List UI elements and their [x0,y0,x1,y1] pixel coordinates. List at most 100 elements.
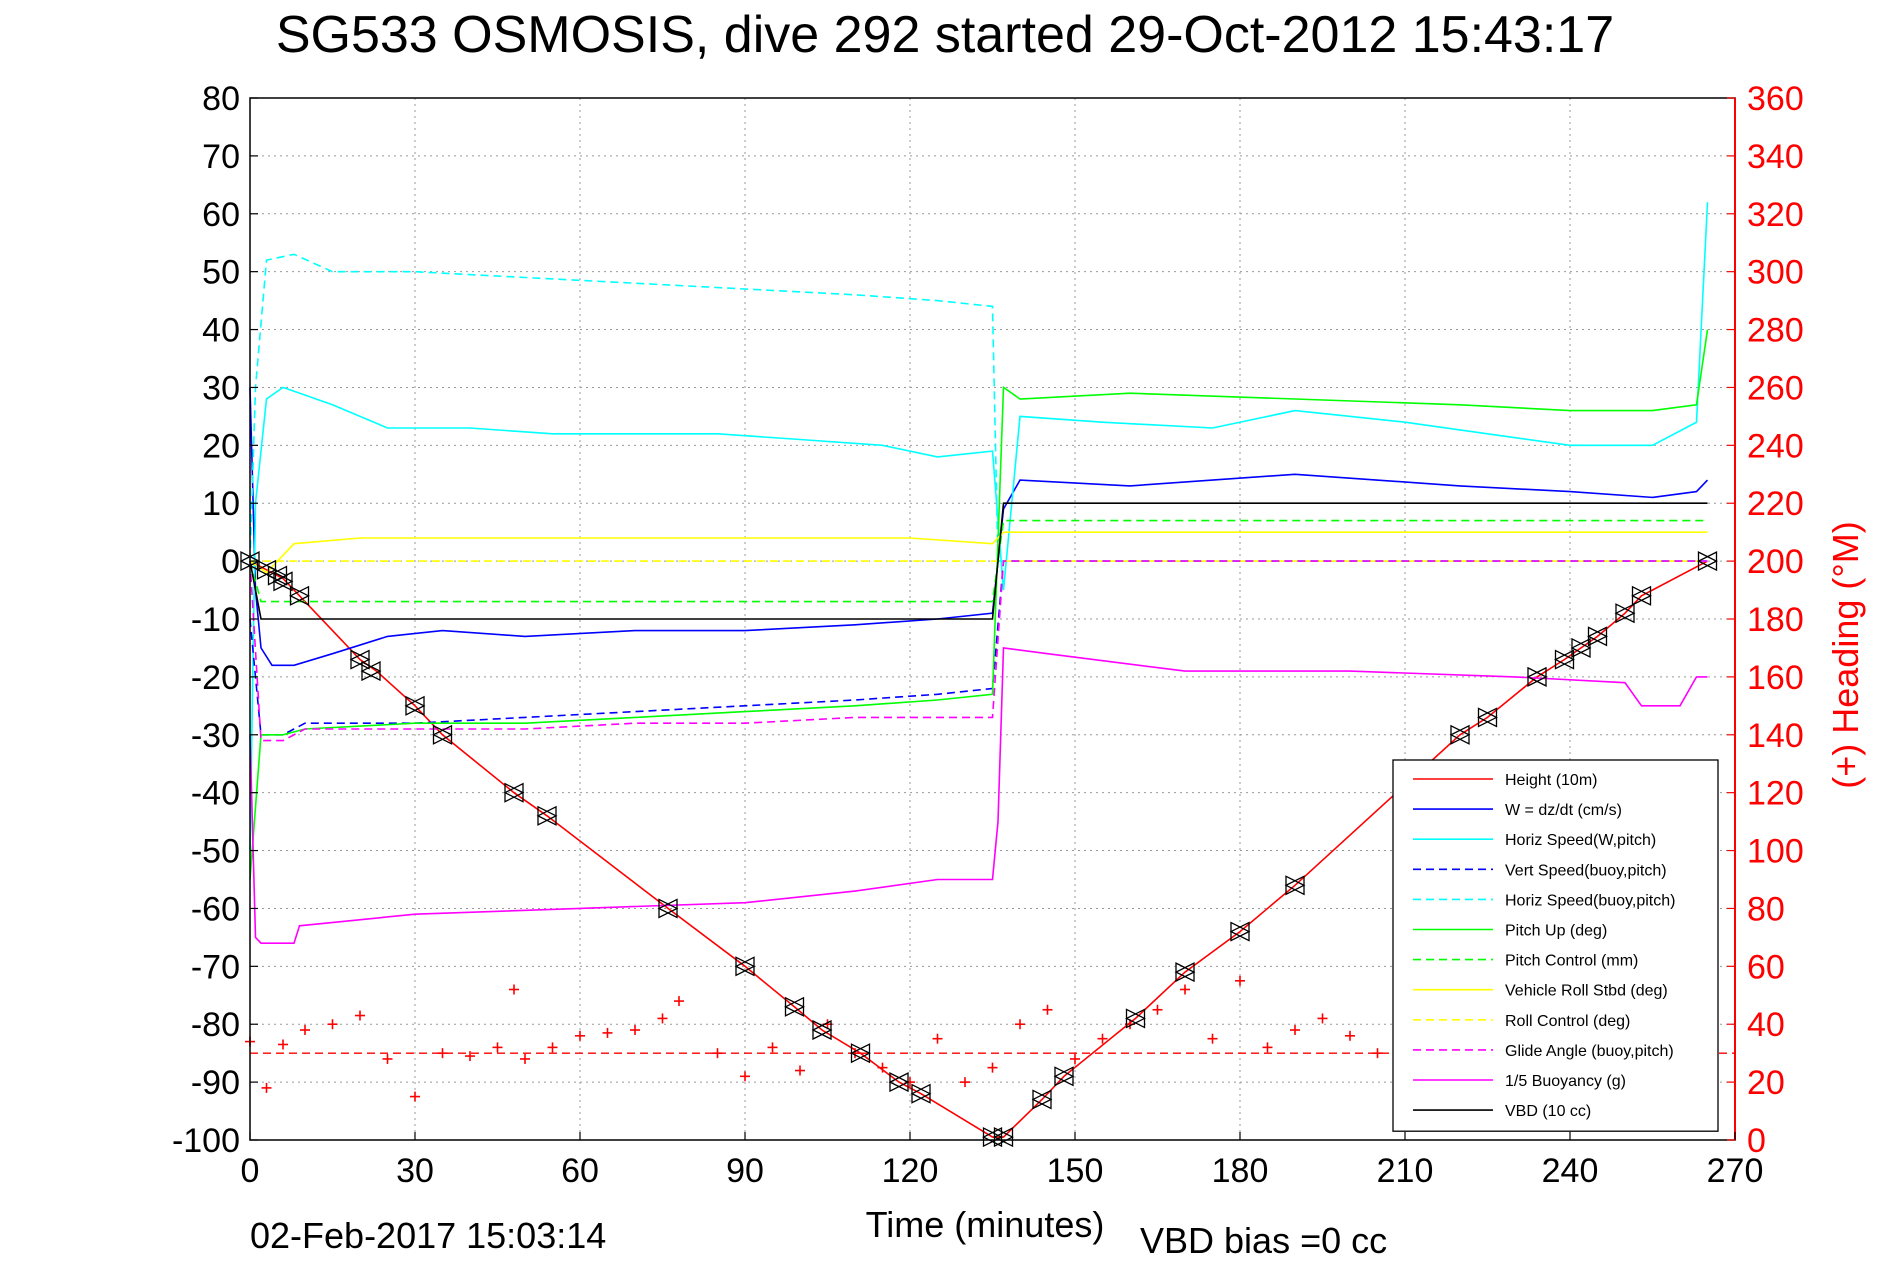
y2-axis-label: (+) Heading (°M) [1825,521,1866,788]
marker-triangle-left [993,1127,1014,1148]
footer-timestamp: 02-Feb-2017 15:03:14 [250,1215,606,1256]
y2-tick-label: 260 [1747,369,1804,407]
depth-marker [1697,551,1718,572]
heading-point [410,1091,420,1102]
depth-marker [1477,707,1498,728]
depth-marker [1125,1008,1146,1029]
depth-marker [432,724,453,745]
footer-vbd-bias: VBD bias =0 cc [1140,1220,1387,1261]
heading-point [795,1065,805,1076]
x-tick-label: 150 [1047,1152,1104,1190]
legend-label-8: Roll Control (deg) [1505,1013,1630,1030]
x-tick-label: 30 [396,1152,434,1190]
y2-tick-label: 220 [1747,485,1804,523]
depth-marker [1053,1066,1075,1087]
x-tick-labels: 0 30 60 90 120 150 180 210 240 270 [241,1132,1764,1190]
series-line-5 [249,329,1709,880]
depth-marker [503,782,525,803]
heading-point [509,984,519,995]
heading-point [1262,1042,1273,1053]
depth-marker [349,649,371,670]
y2-tick-label: 360 [1747,80,1804,118]
marker-triangle-left [272,571,293,592]
marker-triangle-left [657,898,678,919]
legend-label-10: 1/5 Buoyancy (g) [1505,1073,1626,1090]
legend: Height (10m) W = dz/dt (cm/s) Horiz Speed(… [1392,759,1719,1132]
depth-marker [289,585,310,606]
marker-triangle-left [888,1072,909,1093]
depth-marker [1526,666,1548,687]
heading-point [960,1077,970,1088]
heading-point [877,1062,888,1073]
heading-point [987,1062,998,1073]
heading-point [1372,1048,1383,1059]
heading-point [300,1025,310,1036]
y2-tick-label: 340 [1747,138,1804,176]
marker-triangle-left [289,585,310,606]
depth-marker [1570,637,1592,658]
heading-point [520,1053,530,1064]
heading-point [767,1042,778,1053]
depth-marker [784,996,805,1017]
heading-point [602,1027,613,1038]
heading-point [1042,1004,1053,1015]
depth-marker [910,1083,932,1104]
legend-label-4: Horiz Speed(buoy,pitch) [1505,892,1675,909]
series-line-6 [249,519,1708,603]
depth-marker [1284,875,1306,896]
marker-triangle-left [1587,626,1608,647]
depth-marker [888,1072,910,1093]
legend-box [1392,759,1719,1132]
marker-triangle-left [1570,637,1591,658]
heading-point [1317,1013,1328,1024]
depth-marker [1631,585,1652,606]
y2-tick-label: 320 [1747,196,1804,234]
y-tick-label: 60 [202,196,240,234]
y2-tick-label: 60 [1747,948,1785,986]
y-tick-label: -70 [191,948,240,986]
heading-point [1015,1019,1025,1030]
x-tick-label: 60 [561,1152,599,1190]
series-line-9 [249,560,1708,742]
marker-triangle-left [536,805,557,826]
y-tick-label: 40 [202,312,240,350]
y-tick-label: 20 [202,427,240,465]
depth-marker [404,695,426,716]
marker-triangle-left [910,1083,931,1104]
x-tick-label: 90 [726,1152,764,1190]
y-tick-label: 70 [202,138,240,176]
y-tick-label: -60 [191,890,240,928]
heading-point [1290,1025,1300,1036]
x-tick-label: 240 [1542,1152,1599,1190]
depth-marker [1614,603,1636,624]
marker-triangle-left [850,1043,871,1064]
heading-point [261,1082,272,1093]
heading-point [657,1013,668,1024]
heading-point [712,1048,723,1059]
marker-triangle-left [1284,875,1305,896]
heading-point [1180,984,1190,995]
legend-label-0: Height (10m) [1505,772,1597,789]
heading-point [674,996,684,1007]
series-line-10 [249,646,1708,945]
legend-label-7: Vehicle Roll Stbd (deg) [1505,983,1668,1000]
y-tick-label: -40 [191,775,240,813]
depth-marker [734,956,756,977]
legend-label-9: Glide Angle (buoy,pitch) [1505,1043,1674,1060]
marker-triangle-left [1053,1066,1074,1087]
x-tick-label: 270 [1707,1152,1764,1190]
y2-tick-label: 200 [1747,543,1804,581]
legend-label-3: Vert Speed(buoy,pitch) [1505,862,1667,879]
marker-triangle-left [1174,962,1195,983]
y2-tick-label: 80 [1747,890,1785,928]
y-tick-label: 80 [202,80,240,118]
heading-point [575,1030,585,1041]
y2-tick-label: 240 [1747,427,1804,465]
depth-marker [1174,962,1196,983]
heading-point [1097,1033,1108,1044]
heading-point [740,1071,750,1082]
heading-point [1235,975,1245,986]
heading-point [355,1010,365,1021]
depth-marker [1229,921,1251,942]
y2-tick-labels: 3603403203002802602402202001801601401201… [1727,80,1804,1160]
